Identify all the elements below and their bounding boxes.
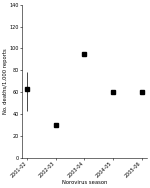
Y-axis label: No. deaths/1,000 reports: No. deaths/1,000 reports [3,48,8,114]
X-axis label: Norovirus season: Norovirus season [62,180,107,185]
